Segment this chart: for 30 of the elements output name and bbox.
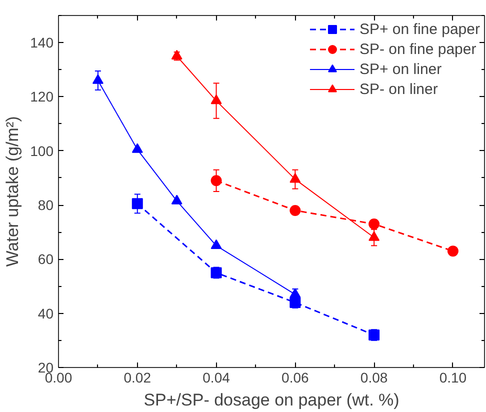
point [290, 297, 301, 308]
x-axis-title: SP+/SP- dosage on paper (wt. %) [144, 390, 400, 410]
point [290, 288, 301, 298]
legend-label: SP- on fine paper [359, 40, 476, 58]
point [92, 74, 104, 84]
point [171, 194, 182, 204]
legend-label: SP+ on fine paper [359, 20, 480, 38]
point [290, 204, 301, 216]
x-tick-label: 0.10 [439, 370, 467, 386]
x-tick-label: 0.06 [282, 370, 310, 386]
x-tick-label: 0.02 [124, 370, 152, 386]
legend-label: SP- on liner [359, 80, 438, 98]
x-tick-label: 0.04 [202, 370, 230, 386]
point [132, 198, 143, 210]
y-tick-label: 140 [30, 34, 54, 51]
y-axis-title: Water uptake (g/m²) [3, 116, 22, 267]
point [132, 143, 143, 153]
y-tick-label: 60 [38, 251, 54, 268]
y-tick-label: 120 [30, 88, 54, 105]
legend-label: SP+ on liner [359, 60, 442, 78]
point [290, 173, 301, 183]
point [368, 231, 380, 241]
point [210, 239, 222, 250]
y-tick-label: 100 [30, 142, 54, 159]
y-tick-label: 80 [38, 197, 54, 214]
y-tick-label: 40 [38, 305, 54, 322]
point [447, 246, 458, 257]
point [210, 175, 222, 186]
point [210, 94, 222, 104]
x-tick-label: 0.08 [360, 370, 388, 386]
